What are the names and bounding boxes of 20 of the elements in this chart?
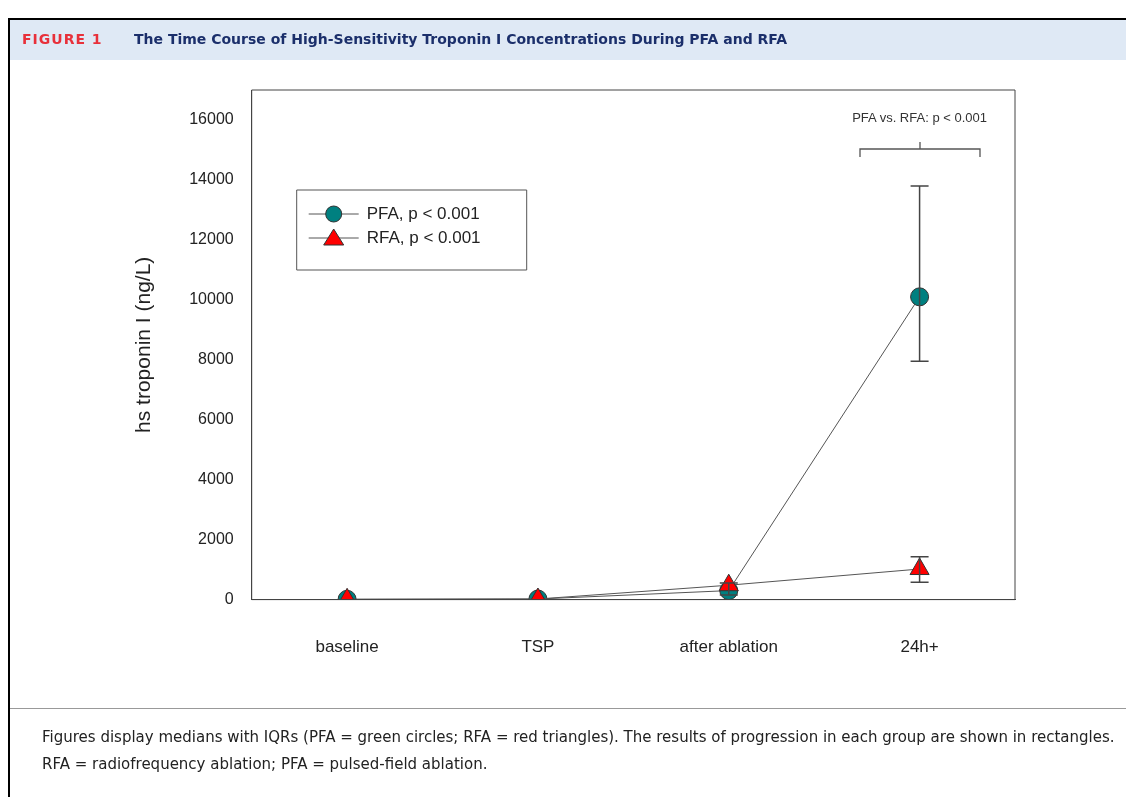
x-tick-label: baseline — [315, 637, 379, 657]
chart-title: The Time Course of High-Sensitivity Troponin I Concentrations During PFA and RFA — [134, 31, 788, 47]
y-tick-label: 4000 — [198, 470, 234, 488]
y-tick-label: 8000 — [198, 350, 234, 368]
annotation: PFA vs. RFA: p < 0.001 — [851, 110, 988, 125]
y-tick-label: 16000 — [189, 110, 234, 128]
caption: FIGURE 1 — [22, 31, 103, 47]
y-tick-label: 6000 — [198, 410, 234, 428]
y-tick-label: 10000 — [189, 290, 234, 308]
text: Figures display medians with IQRs (PFA = green circles; RFA = red triangles). The results of progression in each group are shown in rectangles. RFA = radiofrequency ablation; PFA = pulsed-field ablation. — [42, 727, 1116, 775]
legend-label: RFA, p < 0.001 — [366, 227, 481, 247]
x-tick-label: after ablation — [679, 637, 778, 657]
x-tick-label: 24h+ — [900, 637, 939, 657]
y-tick-label: 0 — [224, 590, 234, 608]
y-axis-title: hs troponin I (ng/L) — [131, 256, 155, 433]
x-tick-label: TSP — [521, 637, 555, 657]
y-tick-label: 12000 — [189, 230, 234, 248]
legend-label: PFA, p < 0.001 — [366, 203, 480, 223]
y-tick-label: 14000 — [189, 170, 234, 188]
y-tick-label: 2000 — [198, 530, 234, 548]
